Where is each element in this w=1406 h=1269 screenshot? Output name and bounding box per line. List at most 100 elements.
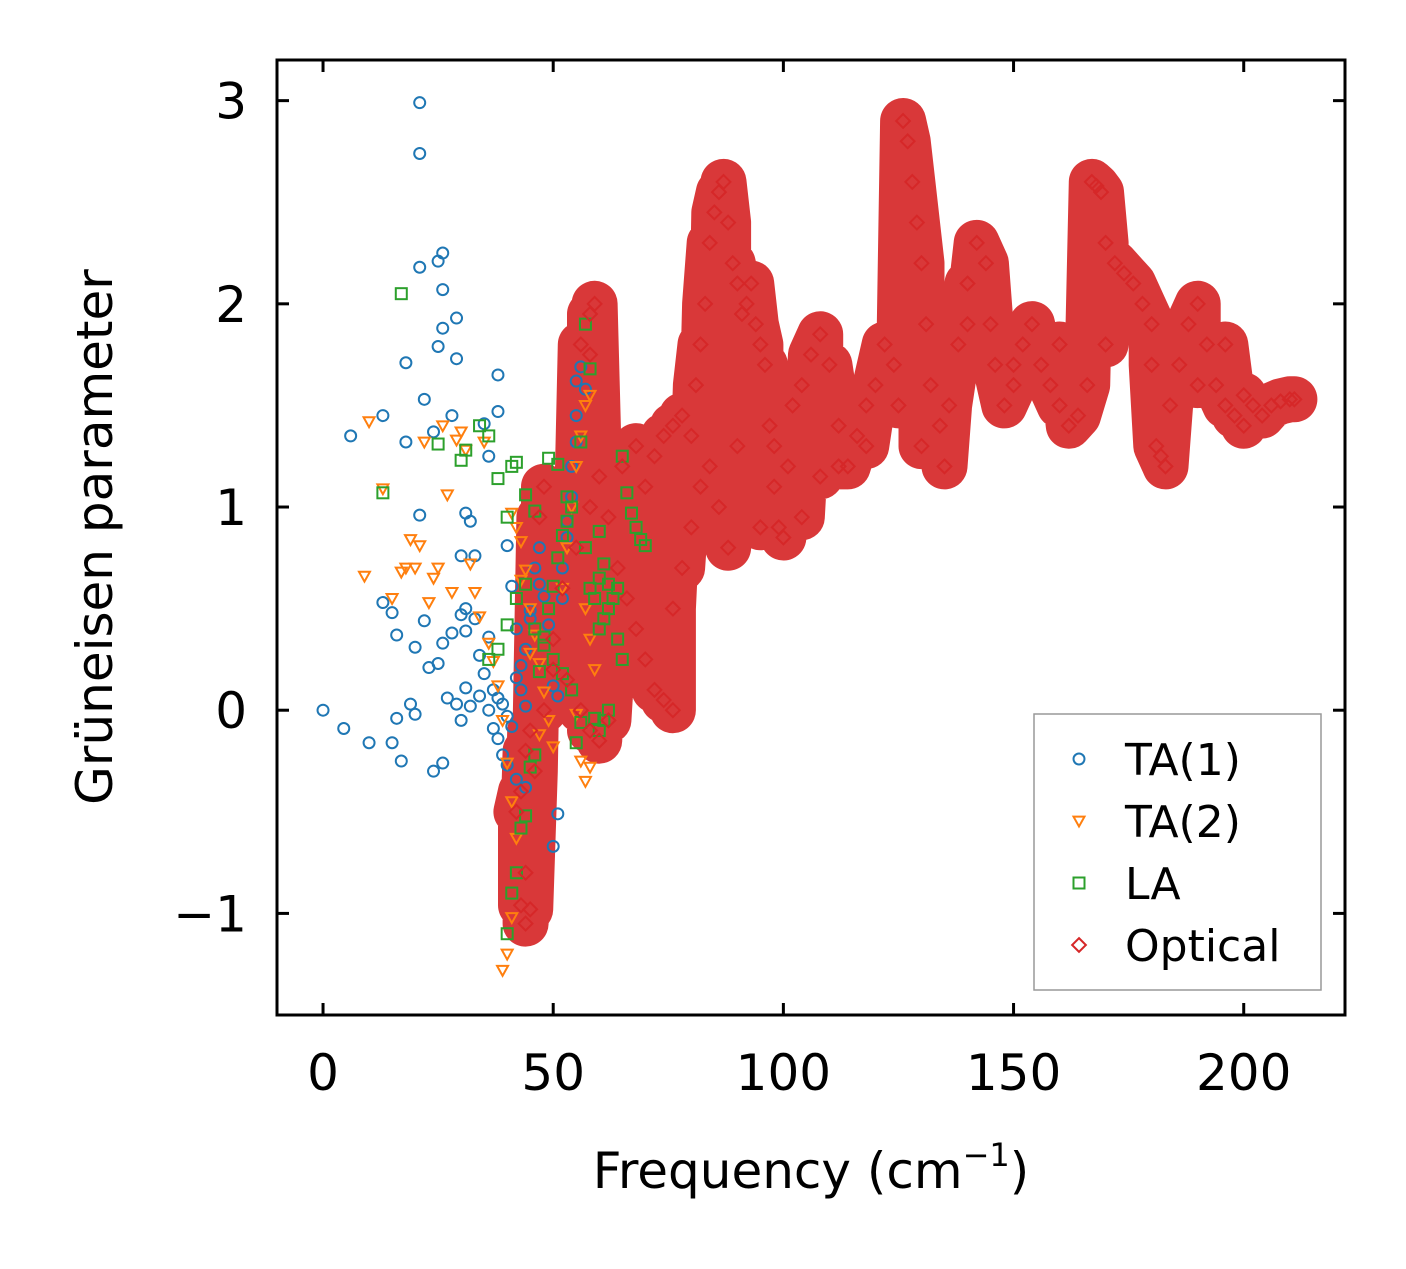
point-optical [590,732,608,749]
point-optical [913,437,930,455]
point-optical [784,397,801,414]
point-la [615,449,629,463]
point-optical [756,356,774,374]
point-optical [535,701,553,719]
point-la [629,520,643,534]
point-ta2 [582,633,598,647]
point-ta1 [344,429,358,443]
point-optical [508,803,525,821]
point-optical [779,458,797,475]
point-optical [752,519,769,536]
point-ta1 [491,368,505,382]
point-optical [830,417,847,435]
point-optical [664,701,682,719]
point-la [611,632,625,646]
point-optical [1226,407,1243,424]
series-la [376,287,652,941]
legend-label-ta2: TA(2) [1124,797,1241,848]
point-ta1 [486,722,500,735]
point-ta1 [408,707,422,721]
point-ta1 [519,699,533,713]
point-ta2 [463,558,478,572]
y-tick-label: 2 [215,276,247,334]
point-ta2 [430,562,446,576]
point-ta1 [316,703,330,717]
point-optical [1078,376,1096,394]
y-tick-label: 0 [215,682,247,740]
point-ta1 [546,839,560,853]
point-ta2 [587,664,602,678]
point-ta2 [573,755,589,769]
point-ta1 [532,541,546,555]
point-la [491,472,505,486]
legend: TA(1) TA(2) LA Optical [1033,713,1322,991]
point-ta2 [495,964,510,978]
point-ta1 [450,311,464,325]
point-optical [1286,391,1303,408]
x-tick-label: 0 [307,1044,339,1102]
point-optical [729,275,746,292]
point-optical [687,376,705,394]
x-tick-label: 150 [966,1044,1061,1102]
point-la [394,287,408,301]
y-tick-label: 1 [215,479,247,537]
point-ta2 [440,489,455,503]
point-ta2 [495,714,510,728]
point-optical [830,458,847,475]
point-ta2 [518,564,533,578]
point-optical [646,681,663,699]
point-optical [517,915,534,932]
point-ta1 [390,628,404,642]
point-ta1 [505,579,519,593]
point-optical [627,620,645,638]
point-ta2 [375,483,391,497]
point-optical [876,336,893,353]
point-ta1 [491,405,505,419]
point-ta2 [403,534,418,548]
point-ta1 [551,807,565,821]
point-optical [683,427,700,445]
point-ta1 [436,321,450,335]
point-ta2 [361,416,377,430]
point-optical [664,417,682,435]
point-optical [719,214,737,231]
point-optical [890,397,907,414]
point-optical [567,539,585,556]
point-ta2 [532,729,547,743]
point-optical [802,346,820,363]
point-optical [894,112,912,130]
point-optical [811,326,829,343]
point-ta1 [337,722,351,735]
point-optical [512,896,530,914]
point-la [509,455,523,469]
point-ta1 [427,764,441,778]
point-la [592,524,606,538]
point-optical [899,132,916,150]
point-la [615,652,629,666]
point-ta2 [569,460,584,474]
point-la [578,317,592,331]
point-optical [950,336,967,353]
point-optical [618,590,636,607]
point-ta1 [445,626,459,640]
point-optical [1005,356,1022,374]
point-la [482,429,496,443]
point-optical [793,508,811,526]
point-optical [940,397,958,414]
point-ta1 [436,756,450,770]
point-optical [867,376,884,394]
point-ta1 [413,260,427,274]
point-optical [655,427,672,445]
point-ta1 [404,697,417,711]
point-optical [885,356,903,374]
point-ta2 [458,444,473,458]
point-optical [1069,407,1087,424]
point-optical [1253,407,1271,424]
point-optical [1023,315,1041,333]
point-ta1 [385,736,399,750]
point-optical [664,600,682,617]
point-la [537,638,551,652]
point-ta1 [413,146,427,160]
point-optical [581,346,599,363]
